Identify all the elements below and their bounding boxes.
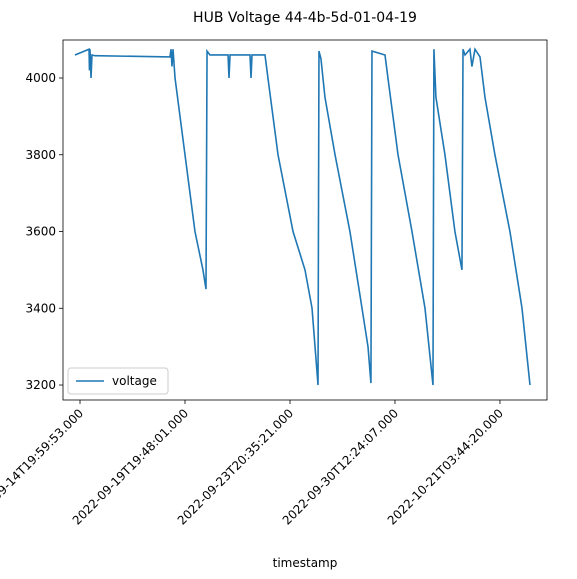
y-tick-label: 3200 bbox=[25, 378, 56, 392]
chart-title: HUB Voltage 44-4b-5d-01-04-19 bbox=[193, 10, 417, 26]
x-tick-label: 2022-09-19T19:48:01.000 bbox=[70, 406, 191, 527]
line bbox=[74, 47, 531, 386]
plot-frame bbox=[62, 39, 548, 401]
x-tick-label: 2022-10-21T03:44:20.000 bbox=[385, 406, 506, 527]
x-tick-label: 2022-09-30T12:24:07.000 bbox=[280, 406, 401, 527]
legend-label: voltage bbox=[112, 374, 157, 388]
y-tick-label: 3800 bbox=[25, 148, 56, 162]
x-axis-label: timestamp bbox=[273, 556, 338, 570]
y-tick-label: 3400 bbox=[25, 301, 56, 315]
x-tick-label: 2022-09-14T19:59:53.000 bbox=[0, 406, 86, 527]
y-tick-label: 4000 bbox=[25, 71, 56, 85]
y-tick-label: 3600 bbox=[25, 225, 56, 239]
legend-box bbox=[67, 367, 169, 395]
x-tick-label: 2022-09-23T20:35:21.000 bbox=[175, 406, 296, 527]
